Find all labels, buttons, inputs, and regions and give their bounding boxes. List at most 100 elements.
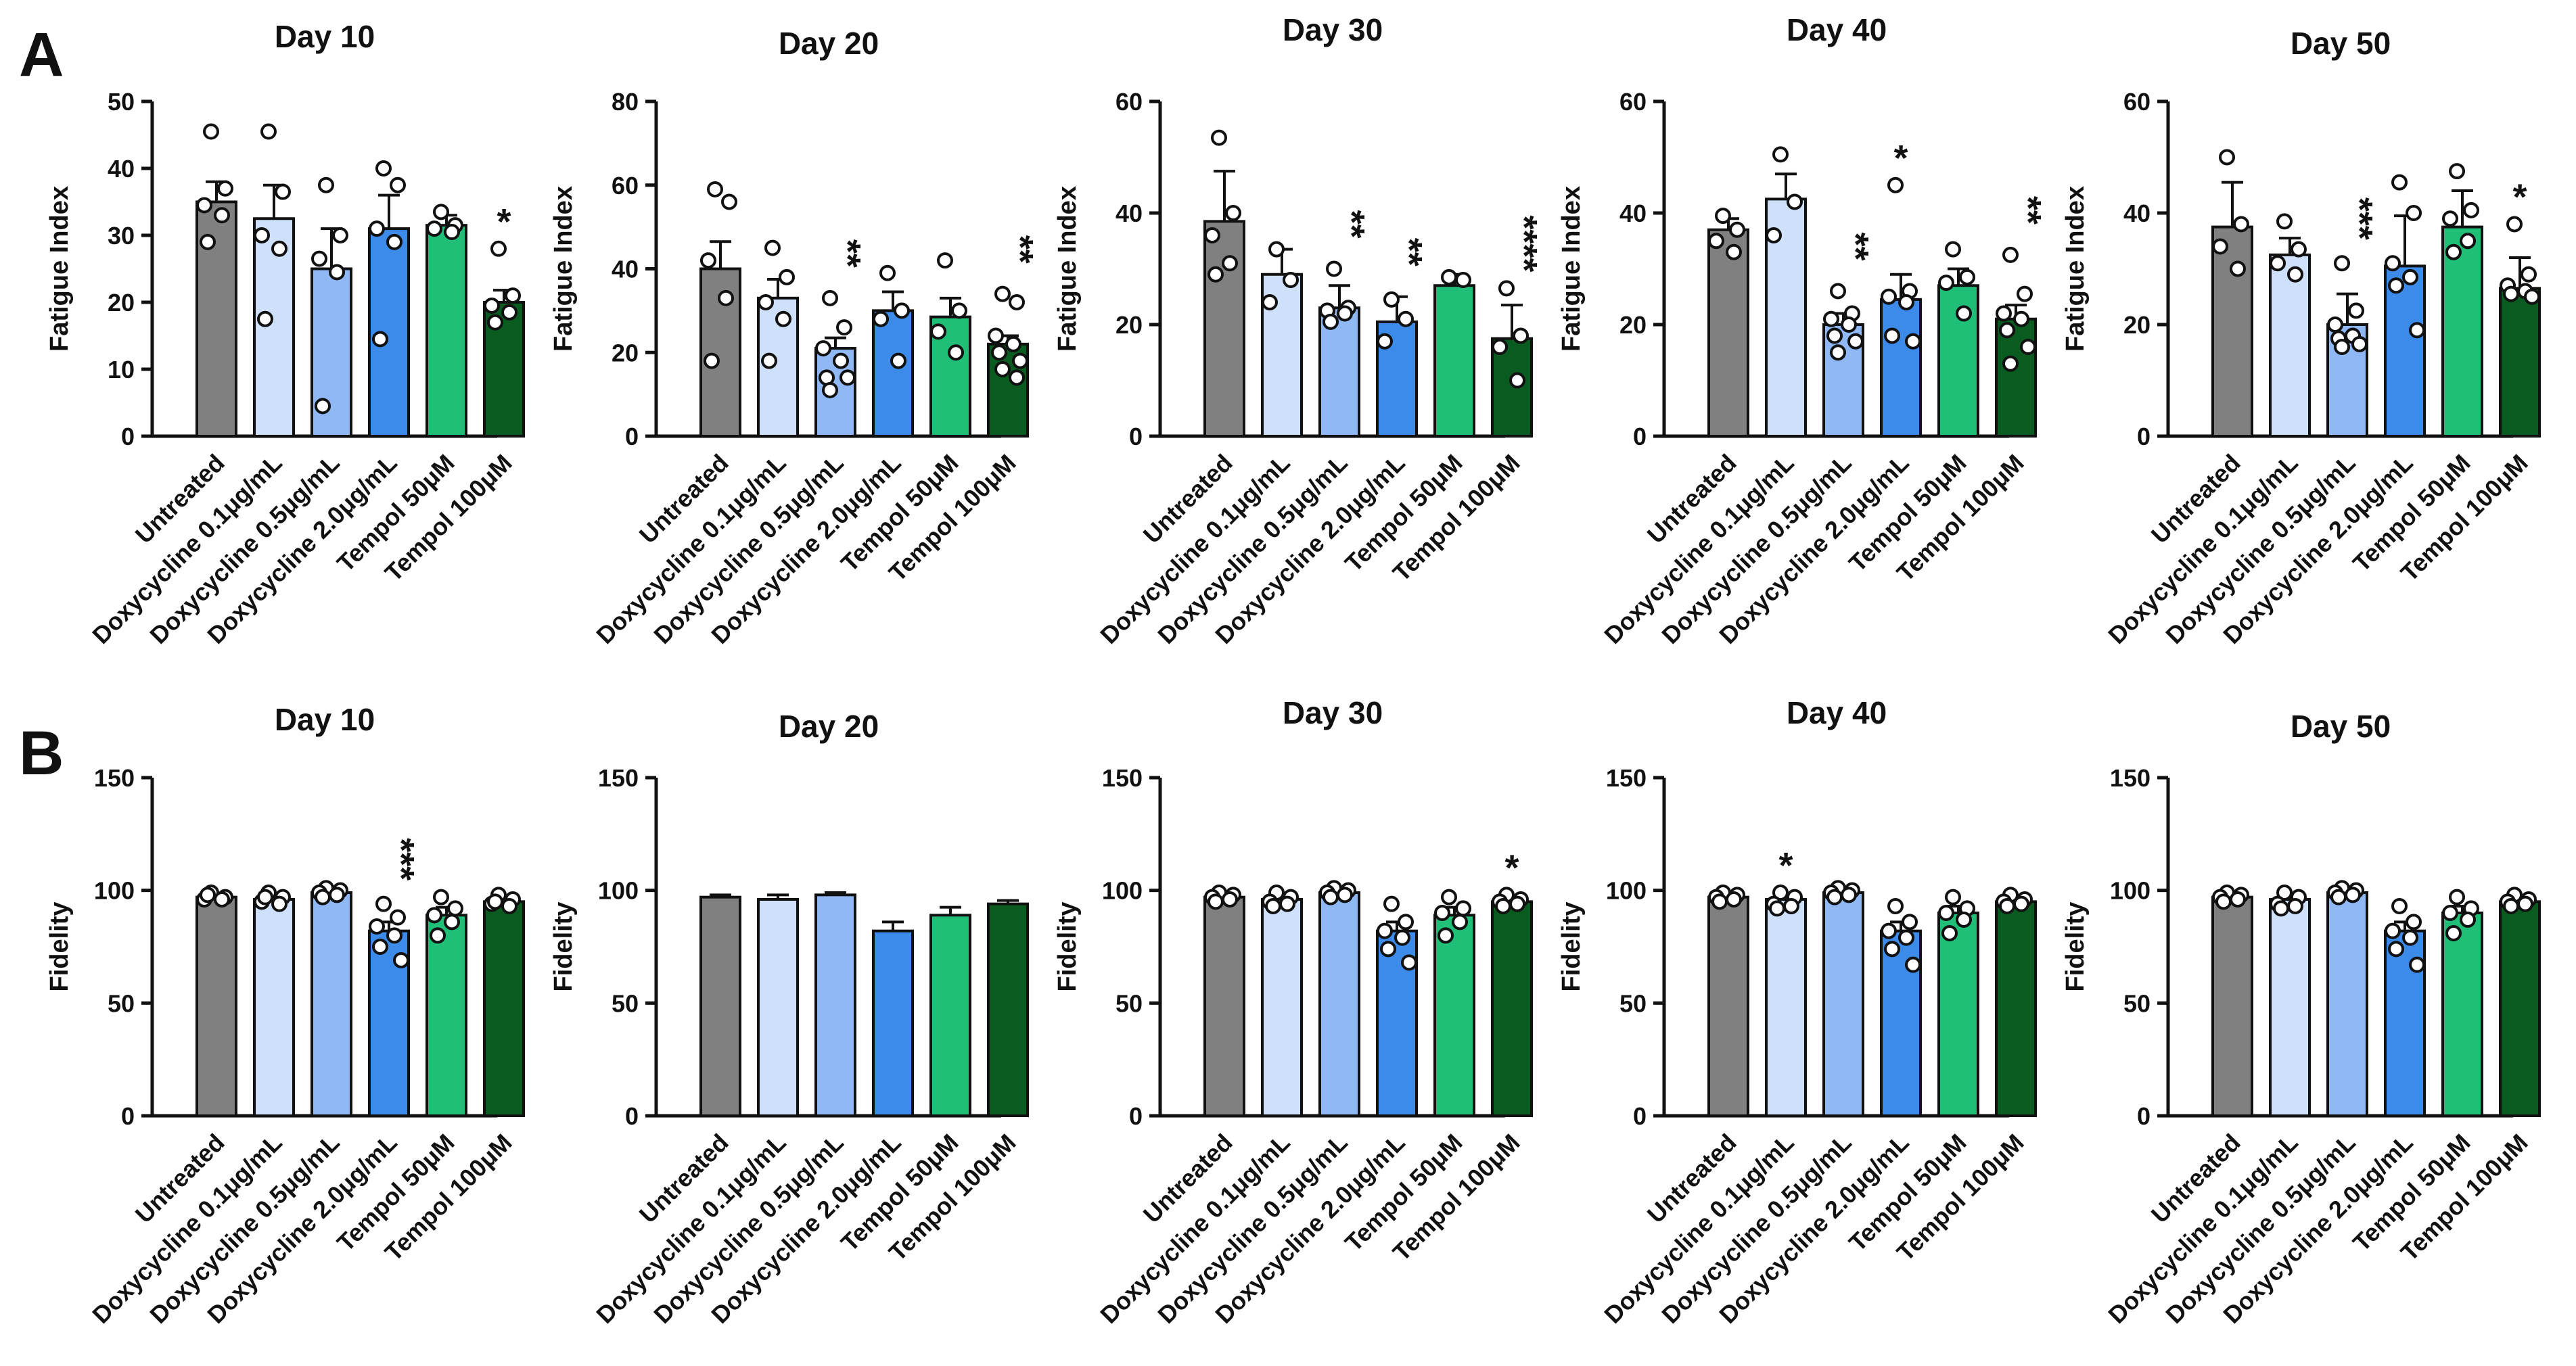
data-point xyxy=(1887,898,1904,914)
data-point xyxy=(2388,941,2404,958)
y-tick-label: 60 xyxy=(1116,88,1143,116)
data-point xyxy=(196,197,212,214)
y-tick-label: 150 xyxy=(2110,764,2150,792)
data-point xyxy=(386,233,402,250)
bar xyxy=(2269,898,2311,1117)
y-tick-label: 100 xyxy=(2110,877,2150,905)
data-point xyxy=(836,319,852,336)
y-axis-label: Fidelity xyxy=(1557,901,1586,991)
data-point xyxy=(890,352,906,369)
data-point xyxy=(1434,905,1450,921)
data-point xyxy=(487,893,503,910)
data-point xyxy=(1956,912,1972,928)
data-point xyxy=(2402,929,2418,946)
data-point xyxy=(1830,344,1846,361)
data-point xyxy=(2442,905,2458,921)
data-point xyxy=(2330,889,2347,905)
data-point xyxy=(1401,954,1417,971)
significance-label: ** xyxy=(2008,196,2048,225)
data-point xyxy=(390,909,406,926)
data-point xyxy=(444,224,460,241)
chart-title: Day 40 xyxy=(1787,12,1887,47)
bar xyxy=(2326,891,2368,1117)
data-point xyxy=(2442,210,2458,227)
bar xyxy=(1707,895,1749,1117)
bar xyxy=(2441,912,2483,1117)
data-point xyxy=(2524,288,2540,305)
data-point xyxy=(1941,925,1958,941)
data-point xyxy=(2445,925,2462,941)
data-point xyxy=(1262,294,1278,310)
bar xyxy=(757,898,799,1117)
data-point xyxy=(369,220,385,237)
y-tick-label: 40 xyxy=(108,155,135,183)
chart-B-4: Day 40Fidelity050100150Untreated*Doxycyc… xyxy=(1557,695,2037,1329)
bar xyxy=(1491,900,1533,1118)
data-point xyxy=(501,304,518,321)
chart-B-2: Day 20Fidelity050100150UntreatedDoxycycl… xyxy=(549,709,1029,1329)
data-point xyxy=(2521,266,2537,283)
y-axis-label: Fidelity xyxy=(45,901,74,991)
data-point xyxy=(426,907,442,924)
bar xyxy=(2211,225,2253,438)
chart-title: Day 50 xyxy=(2291,26,2391,61)
y-tick-label: 20 xyxy=(1619,311,1647,339)
significance-label: * xyxy=(2512,177,2527,218)
bar xyxy=(872,309,914,438)
y-tick-label: 50 xyxy=(1116,989,1143,1017)
data-point xyxy=(1222,255,1238,272)
bar xyxy=(1995,900,2037,1118)
data-point xyxy=(1225,205,1241,221)
y-axis-label: Fatigue Index xyxy=(2061,186,2090,352)
data-point xyxy=(758,294,774,310)
chart-B-1: Day 10Fidelity050100150UntreatedDoxycycl… xyxy=(45,702,525,1329)
chart-title: Day 10 xyxy=(275,19,375,54)
data-point xyxy=(2327,316,2343,333)
data-point xyxy=(2334,339,2350,355)
data-point xyxy=(1398,310,1414,327)
data-point xyxy=(2348,302,2364,319)
bar xyxy=(1880,298,1922,438)
bar xyxy=(1261,898,1303,1117)
y-axis-label: Fidelity xyxy=(2061,901,2090,991)
data-point xyxy=(2287,266,2303,283)
bar xyxy=(1318,891,1360,1117)
data-point xyxy=(1394,929,1410,946)
data-point xyxy=(2503,898,2519,914)
data-point xyxy=(2445,243,2462,260)
data-point xyxy=(2351,335,2368,352)
data-point xyxy=(1265,898,1281,914)
bar xyxy=(814,893,856,1118)
bar xyxy=(426,224,467,438)
data-point xyxy=(1377,922,1393,939)
y-tick-label: 10 xyxy=(108,356,135,383)
y-axis-label: Fidelity xyxy=(1053,901,1082,991)
data-point xyxy=(704,352,720,369)
data-point xyxy=(2460,233,2476,250)
significance-label: * xyxy=(1504,847,1519,888)
data-point xyxy=(1847,333,1864,350)
significance-label: ** xyxy=(1331,210,1372,238)
bar xyxy=(2499,900,2541,1118)
y-tick-label: 150 xyxy=(1102,764,1143,792)
y-tick-label: 60 xyxy=(1619,88,1647,116)
data-point xyxy=(1495,898,1511,914)
y-tick-label: 40 xyxy=(1619,199,1647,227)
y-tick-label: 0 xyxy=(121,1102,135,1130)
data-point xyxy=(879,264,896,281)
data-point xyxy=(1726,243,1742,260)
data-point xyxy=(1783,898,1799,914)
bar xyxy=(1995,317,2037,438)
bar xyxy=(987,902,1029,1117)
data-point xyxy=(1337,305,1353,322)
data-point xyxy=(2013,895,2029,912)
data-point xyxy=(1211,129,1227,146)
data-point xyxy=(2388,277,2404,294)
data-point xyxy=(271,240,288,257)
data-point xyxy=(1708,233,1724,250)
bar xyxy=(310,891,352,1117)
